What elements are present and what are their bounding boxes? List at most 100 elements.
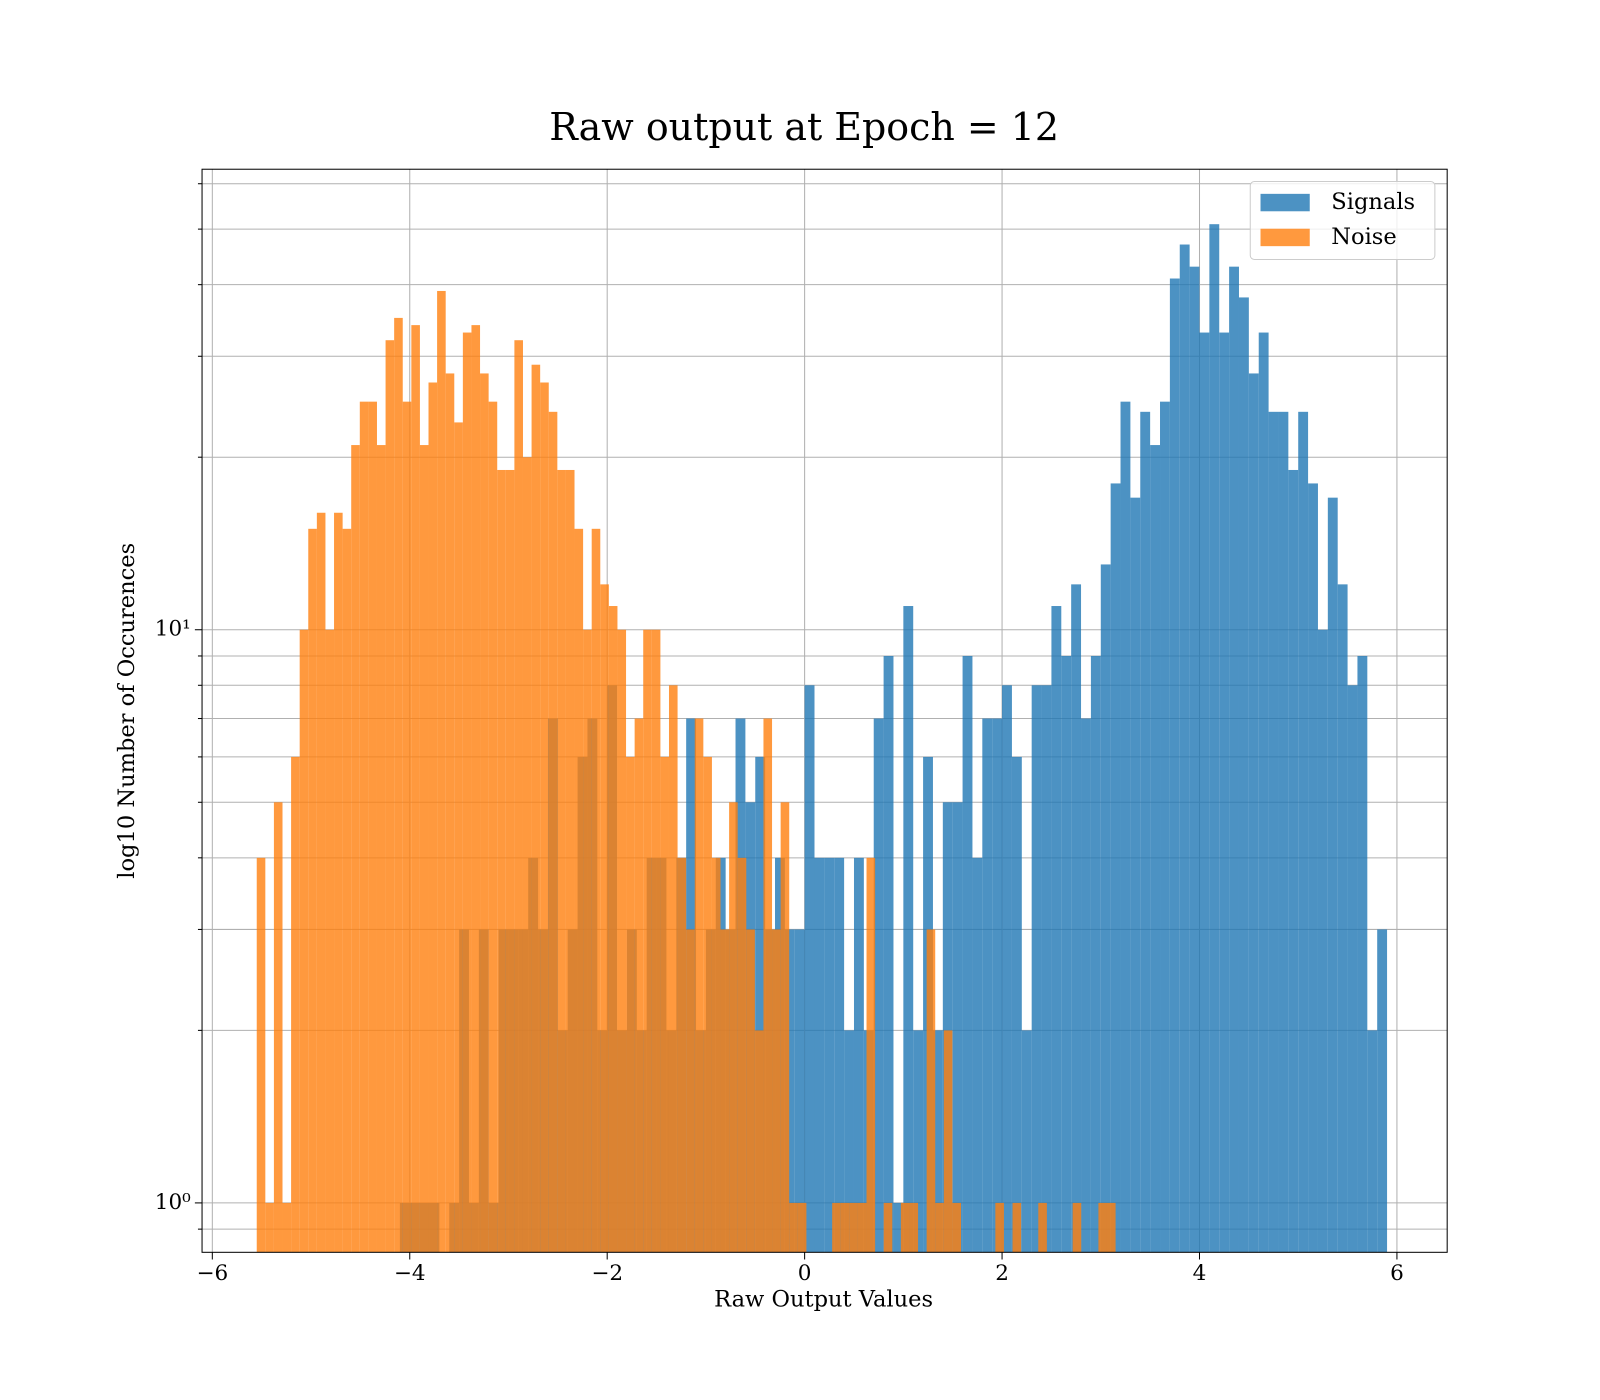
histogram-bar — [849, 1202, 858, 1253]
histogram-bar — [316, 512, 326, 1253]
histogram-bar — [334, 512, 343, 1253]
histogram-bar — [834, 857, 845, 1253]
histogram-bar — [540, 382, 549, 1253]
x-tick-label: 2 — [995, 1261, 1009, 1286]
histogram-bar — [729, 802, 738, 1253]
histogram-bar — [660, 756, 669, 1253]
histogram-bar — [1169, 278, 1180, 1253]
histogram-bar — [1012, 1202, 1022, 1253]
histogram-bar — [359, 401, 369, 1253]
histogram-bar — [737, 857, 747, 1253]
histogram-bar — [565, 469, 575, 1253]
histogram-bar — [972, 857, 983, 1253]
histogram-bar — [1337, 584, 1348, 1253]
histogram-bar — [1041, 685, 1052, 1253]
histogram-bar — [1002, 685, 1012, 1253]
histogram-bar — [1098, 1202, 1107, 1253]
histogram-bar — [992, 718, 1003, 1253]
histogram-bar — [935, 1202, 944, 1253]
histogram-bar — [1120, 401, 1131, 1253]
histogram-bar — [909, 1202, 919, 1253]
histogram-bar — [325, 629, 335, 1253]
plot-frame — [201, 168, 1448, 1253]
histogram-bar — [488, 401, 498, 1253]
histogram-bar — [668, 685, 678, 1253]
histogram-bar — [1229, 266, 1239, 1253]
histogram-bar — [1209, 224, 1220, 1253]
x-axis-label: Raw Output Values — [714, 1287, 933, 1313]
histogram-bar — [883, 1202, 893, 1253]
histogram-bar — [1038, 1202, 1047, 1253]
histogram-bar — [900, 1202, 910, 1253]
histogram-bar — [626, 756, 635, 1253]
bars — [256, 224, 1388, 1253]
histogram-bar — [1238, 297, 1249, 1253]
histogram-bar — [265, 1202, 274, 1253]
histogram-bar — [686, 929, 695, 1253]
histogram-bar — [291, 756, 300, 1253]
histogram-bar — [1377, 929, 1388, 1253]
histogram-bar — [608, 606, 618, 1253]
histogram-bar — [844, 1030, 854, 1253]
histogram-bar — [557, 469, 566, 1253]
histogram-bar — [952, 802, 963, 1253]
histogram-bar — [1278, 411, 1289, 1253]
histogram-bar — [832, 1202, 841, 1253]
histogram-bar — [1298, 411, 1309, 1253]
histogram-bar — [454, 422, 463, 1253]
histogram-bar — [962, 655, 973, 1253]
histogram-bar — [677, 857, 687, 1253]
histogram-bar — [797, 1202, 807, 1253]
histogram-bar — [763, 718, 773, 1253]
histogram-bar — [1248, 373, 1259, 1253]
histogram-bar — [1189, 266, 1200, 1253]
histogram-bar — [1308, 483, 1318, 1253]
histogram-bar — [789, 1202, 798, 1253]
histogram-bar — [1110, 483, 1121, 1253]
histogram-bar — [866, 857, 876, 1253]
histogram-bar — [943, 1030, 953, 1253]
histogram-bar — [824, 857, 835, 1253]
histogram-bar — [926, 929, 936, 1253]
histogram-bar — [385, 340, 395, 1253]
histogram-bar — [1199, 332, 1210, 1253]
histogram-bar — [703, 756, 712, 1253]
histogram-bar — [256, 857, 266, 1253]
histogram-bar — [1268, 411, 1279, 1253]
histogram-bar — [1150, 445, 1161, 1253]
histogram-bar — [995, 1202, 1004, 1253]
histogram-bar — [514, 340, 523, 1253]
histogram-bar — [814, 857, 825, 1253]
histogram-bar — [1011, 756, 1022, 1253]
legend-label: Signals — [1331, 189, 1415, 215]
histogram-bar — [1357, 655, 1368, 1253]
histogram-bar — [694, 718, 704, 1253]
histogram-bar — [643, 629, 652, 1253]
histogram-bar — [531, 364, 541, 1253]
histogram-bar — [873, 718, 884, 1253]
y-tick-label: 10⁰ — [155, 1190, 191, 1215]
x-tick-label: −2 — [591, 1261, 623, 1286]
histogram-bar — [1061, 655, 1072, 1253]
histogram-bar — [273, 802, 283, 1253]
histogram-bar — [497, 469, 506, 1253]
histogram-bar — [893, 1202, 904, 1253]
histogram-bar — [1072, 1202, 1082, 1253]
histogram-bar — [1100, 564, 1111, 1253]
axes: −6 −4 −2 0 2 4 6 10⁰ 10¹ — [155, 168, 1448, 1286]
histogram-bar — [746, 929, 755, 1253]
legend: Signals Noise — [1249, 181, 1436, 260]
histogram-bar — [720, 929, 730, 1253]
legend-label: Noise — [1331, 224, 1396, 250]
histogram-bar — [376, 445, 386, 1253]
histogram-bar — [804, 685, 815, 1253]
histogram-bar — [308, 528, 317, 1253]
histogram-bar — [342, 528, 352, 1253]
histogram-bar — [299, 629, 309, 1253]
histogram-bar — [1317, 629, 1328, 1253]
chart-title: Raw output at Epoch = 12 — [549, 105, 1059, 149]
histogram-bar — [1179, 244, 1190, 1253]
histogram-bar — [952, 1202, 961, 1253]
histogram-bar — [591, 528, 601, 1253]
histogram-bar — [445, 373, 455, 1253]
